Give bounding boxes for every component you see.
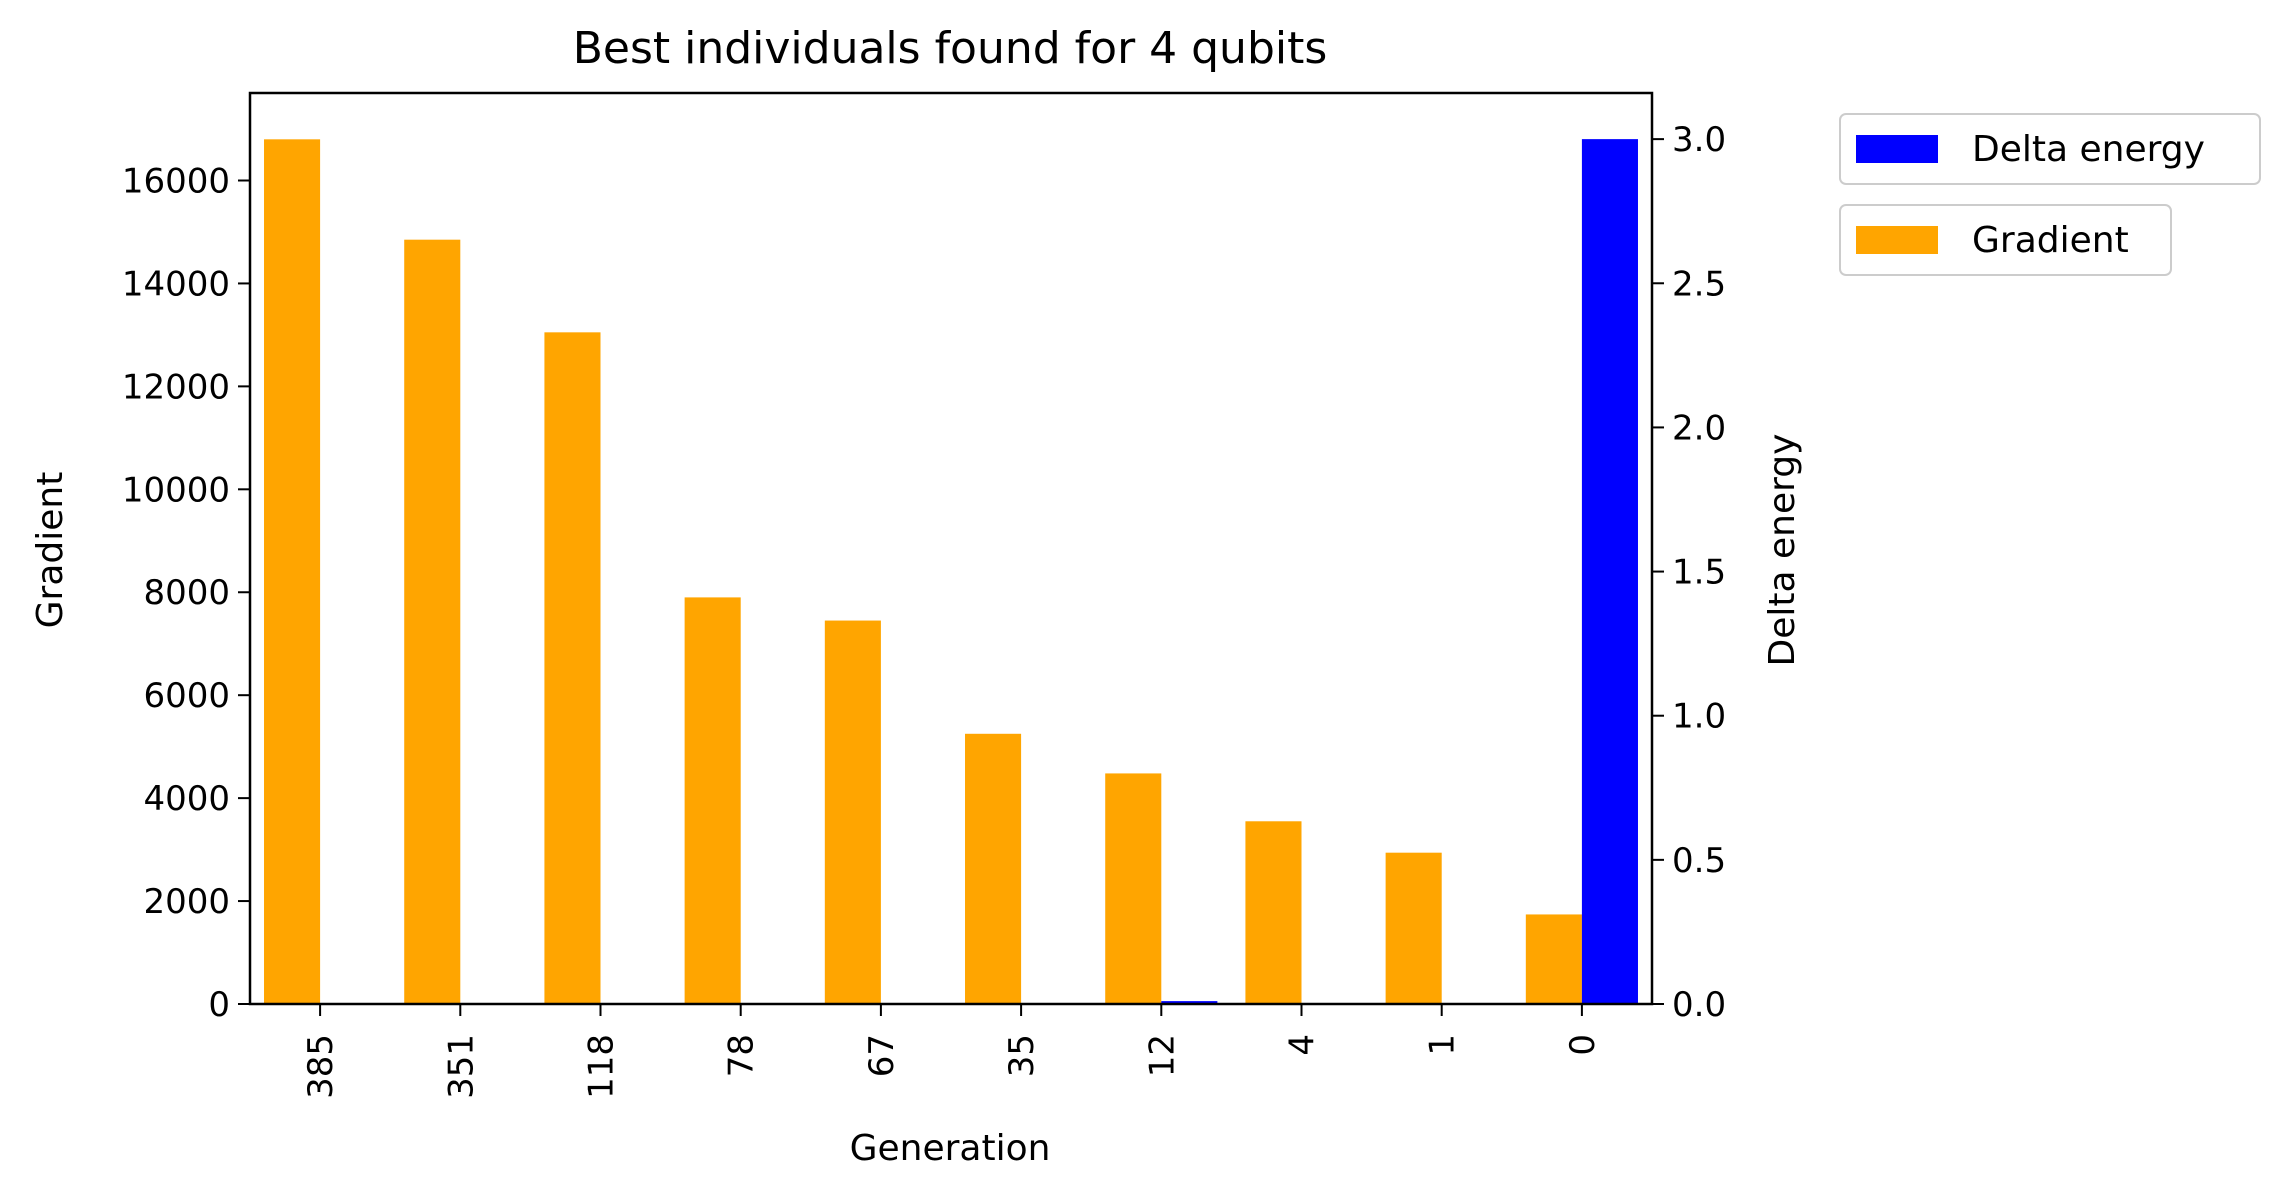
x-tick-label: 12 <box>1142 1034 1182 1077</box>
y-tick-label-right: 1.5 <box>1672 553 1726 593</box>
y-tick-label-right: 1.0 <box>1672 697 1726 737</box>
legend-label: Gradient <box>1972 220 2129 261</box>
bar-gradient <box>824 620 881 1004</box>
bar-gradient <box>544 332 601 1004</box>
bar-gradient <box>1525 914 1582 1004</box>
y-axis-label-right: Delta energy <box>1762 434 1803 667</box>
y-tick-label-left: 10000 <box>122 470 230 510</box>
bars-layer <box>264 139 1638 1005</box>
y-tick-label-left: 4000 <box>143 779 230 819</box>
y-tick-label-left: 0 <box>208 985 230 1025</box>
x-tick-label: 35 <box>1002 1034 1042 1077</box>
legend-swatch <box>1856 226 1938 254</box>
x-tick-label: 351 <box>441 1034 481 1099</box>
y-tick-label-left: 14000 <box>122 264 230 304</box>
plot-frame <box>248 91 1654 1006</box>
y-tick-label-left: 2000 <box>143 882 230 922</box>
bar-gradient <box>1385 852 1442 1004</box>
chart-title: Best individuals found for 4 qubits <box>573 23 1328 74</box>
y-tick-label-right: 3.0 <box>1672 120 1726 160</box>
bar-gradient <box>264 139 321 1005</box>
x-tick-label: 4 <box>1283 1034 1323 1056</box>
legend-swatch <box>1856 135 1938 163</box>
legend-label: Delta energy <box>1972 129 2205 170</box>
legend-box <box>1839 204 2172 276</box>
y-tick-label-right: 2.0 <box>1672 408 1726 448</box>
bar-delta-energy <box>1581 139 1638 1004</box>
x-tick-label: 1 <box>1423 1034 1463 1056</box>
bar-gradient <box>965 733 1022 1004</box>
y-tick-label-right: 0.5 <box>1672 841 1726 881</box>
x-tick-label: 385 <box>301 1034 341 1099</box>
bar-gradient <box>1245 821 1302 1004</box>
x-tick-label: 78 <box>722 1034 762 1077</box>
y-tick-label-right: 2.5 <box>1672 264 1726 304</box>
y-tick-label-left: 6000 <box>143 676 230 716</box>
legend: Delta energy Gradient <box>1839 113 2261 276</box>
x-tick-label: 67 <box>862 1034 902 1077</box>
y-tick-label-left: 12000 <box>122 367 230 407</box>
bar-gradient <box>404 239 461 1004</box>
legend-box <box>1839 113 2261 185</box>
x-tick-label: 0 <box>1563 1034 1603 1056</box>
y-tick-label-left: 8000 <box>143 573 230 613</box>
y-axis-label-left: Gradient <box>30 472 71 629</box>
x-tick-label: 118 <box>582 1034 622 1099</box>
bar-delta-energy <box>1161 1001 1218 1004</box>
y-tick-label-right: 0.0 <box>1672 985 1726 1025</box>
bar-gradient <box>1105 773 1162 1004</box>
y-tick-label-left: 16000 <box>122 161 230 201</box>
x-axis-label: Generation <box>850 1128 1051 1169</box>
axes-layer: 385 351 118 78 67 35 12 4 1 0 0 2000 4000 6000 8000 100… <box>122 91 1726 1099</box>
bar-gradient <box>684 597 741 1004</box>
